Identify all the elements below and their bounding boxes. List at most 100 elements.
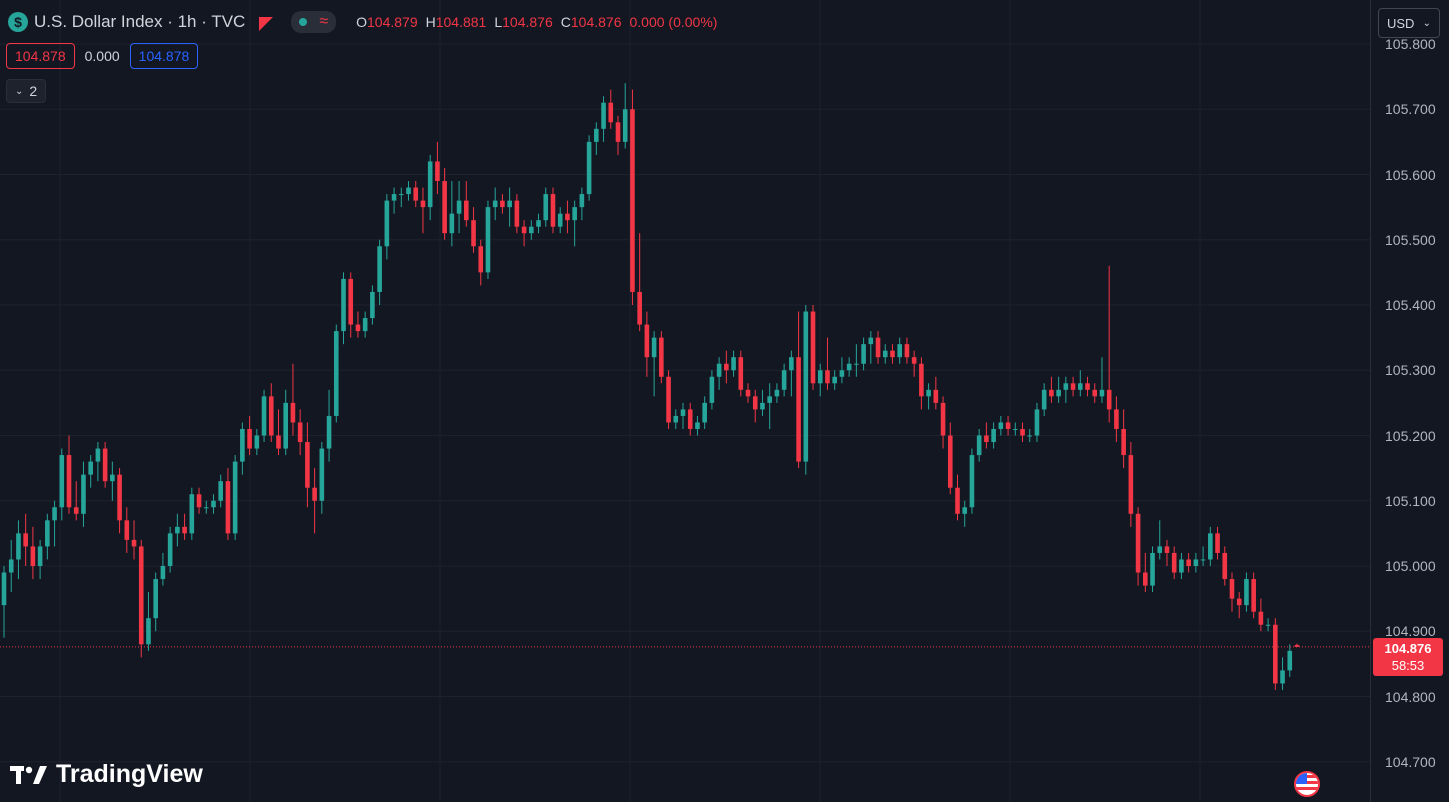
- logo-text: TradingView: [56, 760, 203, 788]
- candle-body: [1041, 389, 1047, 410]
- candle-body: [442, 181, 447, 234]
- candle-body: [687, 409, 693, 429]
- ask-button[interactable]: 104.878: [129, 43, 199, 69]
- ohlc-high: H104.881: [425, 14, 487, 30]
- candle-body: [297, 422, 303, 443]
- candle-body: [261, 396, 267, 436]
- candle-body: [1193, 559, 1199, 566]
- candle-body: [536, 220, 541, 227]
- y-tick-label: 105.100: [1385, 492, 1436, 509]
- candle-body: [117, 474, 122, 521]
- candle-body: [160, 566, 166, 580]
- candle-body: [976, 435, 982, 456]
- candle-body: [45, 520, 50, 547]
- y-tick-label: 105.700: [1385, 101, 1436, 118]
- candle-body: [991, 428, 996, 443]
- tradingview-logo[interactable]: TradingView: [10, 760, 203, 789]
- ohlc-low: L104.876: [494, 14, 553, 30]
- y-tick-label: 105.500: [1385, 231, 1436, 248]
- candle-body: [377, 246, 382, 292]
- candle-body: [1128, 455, 1134, 514]
- y-tick-label: 104.900: [1385, 623, 1436, 640]
- tradingview-logo-icon: [10, 765, 47, 784]
- candle-body: [1005, 422, 1011, 429]
- candle-body: [1294, 644, 1300, 647]
- candle-body: [1244, 579, 1249, 606]
- candle-body: [861, 344, 866, 364]
- candle-body: [586, 141, 592, 195]
- candle-body: [182, 526, 187, 534]
- last-price-value: 104.876: [1384, 641, 1432, 656]
- candle-body: [398, 194, 404, 196]
- candle-body: [464, 200, 469, 221]
- y-tick-label: 105.600: [1385, 166, 1436, 183]
- candle-body: [673, 415, 679, 423]
- bid-ask-row: 104.878 0.000 104.878: [6, 43, 199, 69]
- candle-body: [1070, 383, 1076, 390]
- candle-body: [760, 402, 765, 410]
- candle-body: [630, 109, 635, 292]
- candle-body: [1164, 546, 1170, 553]
- candle-body: [1020, 428, 1025, 436]
- ohlc-change: 0.000 (0.00%): [629, 14, 718, 30]
- candle-body: [666, 376, 671, 423]
- candle-body: [984, 435, 989, 443]
- candle-body: [1287, 650, 1293, 671]
- candle-body: [659, 337, 664, 377]
- candle-body: [16, 533, 21, 560]
- candle-body: [702, 402, 707, 423]
- candle-body: [370, 291, 375, 319]
- candle-body: [832, 376, 837, 384]
- candle-body: [709, 376, 715, 403]
- us-flag-icon[interactable]: [1294, 771, 1320, 797]
- candle-body: [1229, 579, 1235, 599]
- candle-body: [131, 539, 137, 547]
- candle-body: [947, 435, 953, 488]
- candle-body: [1258, 611, 1264, 625]
- candle-body: [225, 481, 231, 534]
- candle-body: [1157, 546, 1163, 553]
- market-status-pill[interactable]: ≈: [291, 11, 337, 33]
- candle-body: [449, 213, 455, 234]
- candle-body: [146, 618, 151, 645]
- candle-body: [276, 435, 281, 449]
- candle-body: [680, 409, 686, 416]
- candle-body: [572, 207, 577, 221]
- bid-button[interactable]: 104.878: [6, 43, 75, 69]
- currency-select[interactable]: USD ⌄: [1378, 8, 1440, 38]
- candle-body: [615, 122, 621, 142]
- candle-body: [478, 246, 484, 273]
- candle-body: [1179, 559, 1184, 573]
- indicators-toggle-button[interactable]: ⌄ 2: [6, 79, 47, 103]
- candle-body: [1027, 435, 1033, 437]
- candle-body: [500, 200, 505, 208]
- candle-body: [312, 487, 317, 501]
- candle-body: [911, 357, 917, 364]
- y-tick-label: 105.800: [1385, 36, 1436, 52]
- candle-body: [153, 579, 158, 619]
- candle-body: [962, 507, 968, 514]
- candle-body: [413, 187, 419, 201]
- candle-body: [1114, 409, 1119, 429]
- candle-body: [492, 200, 498, 208]
- candle-body: [290, 402, 296, 423]
- candle-body: [1186, 559, 1191, 566]
- candle-body: [1, 572, 7, 606]
- symbol-legend: $ U.S. Dollar Index · 1h · TVC ≈ O104.87…: [8, 10, 725, 34]
- candle-body: [817, 370, 823, 384]
- flag-icon[interactable]: [259, 17, 274, 31]
- candle-body: [789, 357, 794, 371]
- candle-body: [897, 344, 903, 358]
- candle-body: [254, 435, 260, 449]
- candles: [1, 83, 1300, 690]
- dollar-symbol-icon: $: [8, 12, 28, 32]
- candle-body: [189, 494, 195, 534]
- candle-body: [333, 331, 339, 416]
- ohlc-open: O104.879: [356, 14, 418, 30]
- symbol-title[interactable]: U.S. Dollar Index · 1h · TVC: [34, 12, 246, 31]
- candle-body: [1150, 552, 1155, 586]
- price-axis[interactable]: 105.800 105.700 105.600 105.500 105.400 105.3…: [1370, 0, 1449, 802]
- candle-body: [1208, 533, 1213, 560]
- candlestick-chart[interactable]: [0, 0, 1370, 802]
- candle-body: [175, 526, 180, 534]
